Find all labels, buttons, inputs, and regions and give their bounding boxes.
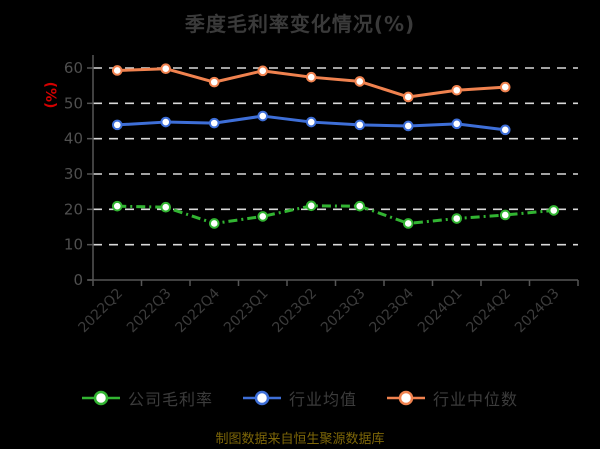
svg-text:40: 40 bbox=[64, 130, 83, 148]
line-circle-marker-icon bbox=[242, 390, 281, 406]
line-circle-marker-icon bbox=[81, 390, 120, 406]
svg-text:60: 60 bbox=[64, 59, 83, 77]
svg-text:2022Q2: 2022Q2 bbox=[75, 286, 126, 337]
legend-label: 行业中位数 bbox=[433, 390, 519, 409]
legend-label: 公司毛利率 bbox=[127, 390, 213, 409]
svg-text:2022Q3: 2022Q3 bbox=[124, 286, 175, 337]
line-chart: 01020304050602022Q22022Q32022Q42023Q1202… bbox=[42, 55, 579, 337]
svg-text:30: 30 bbox=[64, 165, 83, 183]
svg-text:10: 10 bbox=[64, 236, 83, 254]
svg-text:2024Q1: 2024Q1 bbox=[415, 286, 466, 337]
legend-item-company-margin[interactable]: 公司毛利率 bbox=[81, 386, 213, 410]
svg-text:2024Q3: 2024Q3 bbox=[512, 286, 563, 337]
svg-text:20: 20 bbox=[64, 200, 83, 218]
legend-item-industry-mean[interactable]: 行业均值 bbox=[242, 386, 357, 410]
svg-text:50: 50 bbox=[64, 94, 83, 112]
svg-text:2023Q2: 2023Q2 bbox=[269, 286, 320, 337]
svg-text:2022Q4: 2022Q4 bbox=[172, 285, 223, 336]
chart-legend: 公司毛利率 行业均值 行业中位数 bbox=[0, 386, 600, 410]
line-circle-marker-icon bbox=[387, 390, 425, 406]
data-source-note: 制图数据来自恒生聚源数据库 bbox=[215, 432, 385, 447]
legend-label: 行业均值 bbox=[288, 390, 357, 409]
svg-text:2023Q1: 2023Q1 bbox=[221, 286, 272, 337]
svg-text:2023Q4: 2023Q4 bbox=[366, 285, 417, 336]
svg-text:0: 0 bbox=[73, 271, 83, 289]
legend-item-industry-median[interactable]: 行业中位数 bbox=[387, 386, 518, 410]
svg-text:(%): (%) bbox=[42, 82, 58, 109]
svg-text:2024Q2: 2024Q2 bbox=[463, 286, 514, 337]
chart-title: 季度毛利率变化情况(%) bbox=[184, 12, 416, 36]
svg-text:2023Q3: 2023Q3 bbox=[318, 286, 369, 337]
